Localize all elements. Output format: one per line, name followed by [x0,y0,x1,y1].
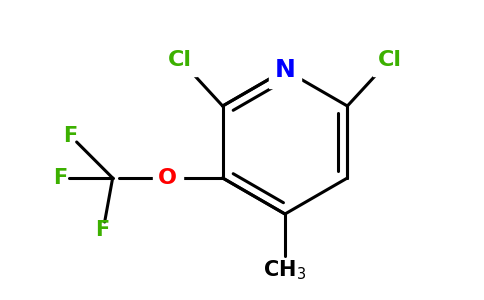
Text: O: O [158,168,177,188]
Text: F: F [54,168,68,188]
Text: F: F [95,220,110,240]
Text: Cl: Cl [378,50,402,70]
Text: F: F [63,126,78,146]
Text: N: N [274,58,295,82]
Text: CH$_3$: CH$_3$ [263,258,306,282]
Text: Cl: Cl [167,50,192,70]
